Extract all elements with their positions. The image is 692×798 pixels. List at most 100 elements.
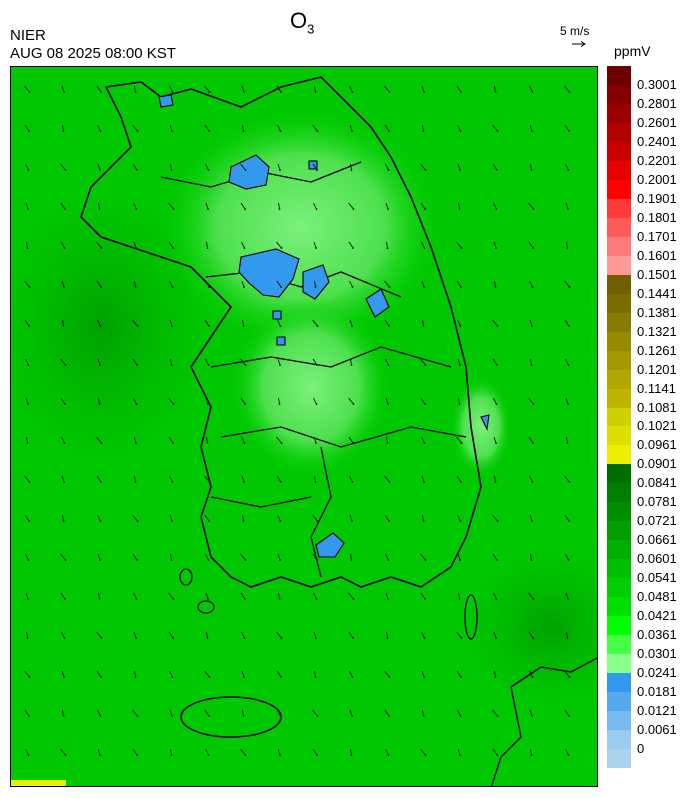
wind-arrow-head	[63, 637, 66, 639]
wind-arrow-head	[531, 286, 534, 288]
ozone-map-canvas	[11, 67, 597, 786]
wind-arrow-head	[208, 715, 210, 717]
wind-arrow-head	[352, 208, 355, 210]
wind-arrow-head	[28, 520, 30, 522]
wind-arrow	[240, 748, 246, 756]
wind-arrow-head	[424, 559, 427, 561]
wind-arrow-head	[496, 364, 498, 366]
wind-arrow	[134, 475, 136, 483]
province-boundary	[210, 496, 312, 508]
wind-arrow-head	[27, 559, 30, 561]
wind-arrow-head	[424, 598, 426, 600]
wind-arrow-head	[99, 715, 102, 717]
wind-arrow-head	[315, 637, 317, 639]
wind-arrow	[276, 631, 282, 639]
legend-label: 0.1701	[637, 228, 677, 244]
wind-arrow	[420, 358, 426, 366]
wind-arrow	[422, 124, 424, 132]
wind-arrow-head	[62, 715, 65, 717]
wind-arrow	[564, 319, 570, 327]
wind-arrow	[60, 592, 66, 600]
wind-arrow	[170, 358, 172, 366]
wind-arrow	[564, 124, 570, 132]
wind-arrow-head	[208, 676, 211, 678]
wind-arrow	[564, 475, 570, 483]
wind-arrow-head	[99, 364, 101, 366]
wind-arrow-head	[135, 247, 137, 249]
wind-arrow-head	[387, 598, 389, 600]
wind-arrow	[494, 670, 496, 678]
wind-arrow-head	[568, 91, 571, 93]
wind-arrow-head	[495, 442, 497, 444]
wind-arrow-head	[388, 325, 390, 327]
wind-arrow-head	[243, 286, 245, 288]
wind-arrow-head	[171, 130, 173, 132]
wind-arrow-head	[386, 637, 389, 639]
wind-arrow-head	[100, 247, 103, 249]
wind-arrow	[62, 709, 64, 717]
wind-arrow	[457, 514, 461, 522]
wind-arrow-head	[315, 208, 318, 210]
wind-arrow-head	[460, 637, 463, 639]
wind-arrow-head	[532, 247, 534, 249]
wind-arrow-head	[208, 91, 211, 93]
low-ozone-patch	[302, 264, 330, 300]
wind-arrow	[421, 436, 425, 444]
legend-label: 0.0301	[637, 646, 677, 662]
legend-label: 0.0901	[637, 456, 677, 472]
wind-arrow-head	[530, 169, 533, 171]
wind-arrow-head	[27, 169, 30, 171]
wind-arrow	[204, 514, 210, 522]
wind-arrow	[24, 514, 30, 522]
wind-arrow	[133, 631, 137, 639]
legend-swatch	[607, 274, 631, 295]
wind-arrow	[458, 397, 460, 405]
wind-arrow	[204, 280, 210, 288]
wind-arrow-head	[388, 130, 390, 132]
wind-arrow-head	[135, 403, 138, 405]
wind-arrow-head	[28, 325, 30, 327]
wind-arrow	[529, 514, 533, 522]
wind-arrow-head	[352, 442, 354, 444]
wind-arrow-head	[280, 286, 282, 288]
legend-swatch	[607, 559, 631, 579]
wind-arrow-head	[351, 676, 354, 678]
wind-arrow-head	[136, 715, 139, 717]
wind-arrow-head	[350, 364, 353, 366]
province-boundary	[310, 446, 332, 578]
wind-arrow	[384, 514, 390, 522]
wind-arrow-head	[243, 481, 245, 483]
wind-arrow	[240, 163, 246, 171]
datetime-label: AUG 08 2025 08:00 KST	[10, 45, 176, 62]
legend-swatch	[607, 66, 631, 86]
wind-arrow-head	[496, 325, 499, 327]
wind-arrow	[349, 85, 353, 93]
legend-swatch	[607, 84, 631, 105]
wind-arrow	[26, 436, 28, 444]
wind-arrow-head	[279, 364, 281, 366]
wind-arrow-head	[28, 91, 31, 93]
wind-arrow-head	[172, 403, 175, 405]
wind-arrow-head	[243, 676, 245, 678]
wind-arrow	[565, 397, 569, 405]
wind-arrow-head	[99, 130, 102, 132]
wind-arrow	[132, 319, 138, 327]
legend-swatch	[607, 578, 631, 598]
wind-arrow-head	[568, 130, 570, 132]
legend-swatch	[607, 426, 631, 446]
wind-arrow	[493, 631, 497, 639]
wind-arrow-head	[530, 559, 533, 561]
wind-arrow	[168, 631, 174, 639]
wind-arrow-head	[172, 247, 174, 249]
wind-arrow	[421, 85, 425, 93]
wind-arrow	[96, 631, 102, 639]
wind-arrow	[528, 397, 534, 405]
wind-arrow-head	[314, 91, 317, 93]
wind-arrow-head	[459, 169, 461, 171]
wind-arrow	[242, 124, 244, 132]
wind-arrow	[134, 280, 136, 288]
wind-arrow	[278, 592, 280, 600]
wind-arrow	[564, 280, 570, 288]
wind-arrow	[349, 475, 353, 483]
wind-arrow-head	[134, 286, 137, 288]
